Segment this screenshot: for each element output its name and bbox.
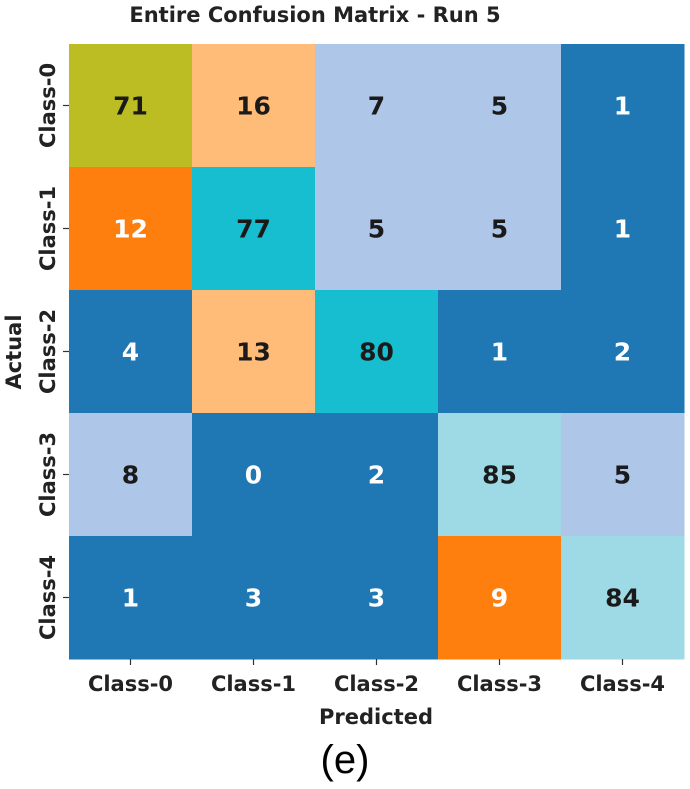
heatmap-cell — [315, 44, 439, 168]
cell-value-label: 3 — [245, 584, 262, 613]
heatmap-cell — [561, 536, 685, 660]
heatmap-cell — [315, 536, 439, 660]
x-tick-label: Class-2 — [334, 672, 419, 696]
cell-value-label: 0 — [245, 461, 262, 490]
cell-value-label: 85 — [482, 461, 517, 490]
cell-value-label: 1 — [491, 338, 508, 367]
y-tick-label: Class-1 — [36, 186, 60, 271]
heatmap-cell — [561, 167, 685, 291]
heatmap-cell — [561, 44, 685, 168]
cell-value-label: 5 — [491, 92, 508, 121]
y-tick-label: Class-0 — [36, 63, 60, 148]
figure-caption: (e) — [320, 738, 370, 782]
cell-value-label: 5 — [614, 461, 631, 490]
y-axis: Class-0 Class-1 Class-2 Class-3 Class-4 — [36, 63, 69, 640]
cell-value-label: 5 — [368, 215, 385, 244]
cell-value-label: 7 — [368, 92, 385, 121]
heatmap-cell — [69, 536, 193, 660]
cell-value-label: 1 — [614, 92, 631, 121]
y-axis-label: Actual — [2, 314, 26, 389]
cell-value-label: 13 — [236, 338, 271, 367]
heatmap-cell — [69, 44, 193, 168]
cell-value-label: 16 — [236, 92, 271, 121]
x-tick-label: Class-3 — [457, 672, 542, 696]
heatmap-cell — [315, 413, 439, 537]
x-tick-label: Class-0 — [88, 672, 173, 696]
heatmap-cell — [315, 290, 439, 414]
heatmap-cell — [438, 536, 562, 660]
x-tick-label: Class-1 — [211, 672, 296, 696]
cell-value-label: 2 — [614, 338, 631, 367]
cell-value-label: 1 — [614, 215, 631, 244]
heatmap-cell — [438, 290, 562, 414]
x-axis: Class-0 Class-1 Class-2 Class-3 Class-4 — [88, 659, 665, 696]
cell-value-label: 3 — [368, 584, 385, 613]
cell-value-label: 1 — [122, 584, 139, 613]
heatmap-cell — [561, 290, 685, 414]
cell-value-label: 5 — [491, 215, 508, 244]
cell-value-label: 4 — [122, 338, 139, 367]
y-tick-label: Class-3 — [36, 432, 60, 517]
heatmap-cell — [438, 167, 562, 291]
heatmap-cell — [438, 413, 562, 537]
cell-value-label: 71 — [113, 92, 148, 121]
heatmap-cell — [192, 167, 316, 291]
heatmap-cell — [69, 167, 193, 291]
cell-value-label: 77 — [236, 215, 271, 244]
y-tick-label: Class-4 — [36, 555, 60, 640]
cell-value-label: 2 — [368, 461, 385, 490]
cell-value-label: 12 — [113, 215, 148, 244]
x-axis-label: Predicted — [319, 705, 433, 729]
heatmap-cell — [561, 413, 685, 537]
heatmap-cell — [69, 413, 193, 537]
heatmap-cell — [315, 167, 439, 291]
heatmap-cell — [438, 44, 562, 168]
heatmap-cells: 71 16 7 5 112 77 5 5 14 13 80 1 28 0 2 85 51 3 3 9 84 — [69, 44, 685, 660]
heatmap-cell — [192, 413, 316, 537]
cell-value-label: 8 — [122, 461, 139, 490]
cell-value-label: 9 — [491, 584, 508, 613]
heatmap-cell — [192, 44, 316, 168]
heatmap-cell — [192, 290, 316, 414]
y-tick-label: Class-2 — [36, 309, 60, 394]
cell-value-label: 84 — [605, 584, 640, 613]
heatmap-cell — [69, 290, 193, 414]
chart-title: Entire Confusion Matrix - Run 5 — [129, 3, 500, 27]
heatmap-cell — [192, 536, 316, 660]
x-tick-label: Class-4 — [580, 672, 665, 696]
cell-value-label: 80 — [359, 338, 394, 367]
